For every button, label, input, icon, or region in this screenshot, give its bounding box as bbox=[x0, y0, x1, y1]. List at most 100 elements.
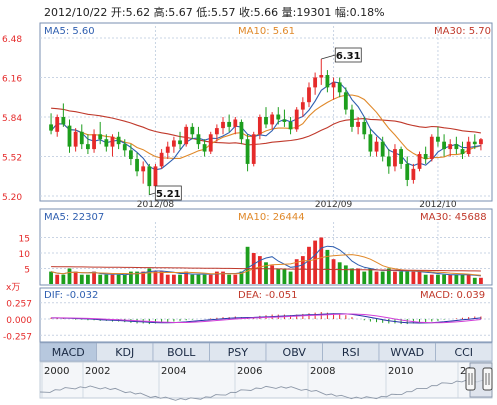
candle bbox=[141, 161, 146, 184]
timeline-right-handle-icon[interactable] bbox=[482, 367, 493, 391]
volume-bar bbox=[227, 274, 232, 284]
candle-body bbox=[178, 140, 182, 145]
candle-body bbox=[399, 149, 404, 164]
price-x-tick: 2012/09 bbox=[315, 200, 353, 210]
macd-dea-legend: DEA: -0.051 bbox=[238, 290, 297, 301]
callout-box bbox=[154, 185, 182, 201]
tab-label[interactable]: KDJ bbox=[115, 346, 134, 359]
price-ma5-legend: MA5: 5.60 bbox=[44, 26, 95, 37]
candle bbox=[73, 128, 78, 152]
volume-bar bbox=[270, 265, 275, 284]
tab-label[interactable]: WVAD bbox=[390, 346, 424, 359]
timeline-navigator[interactable] bbox=[39, 361, 493, 399]
candle bbox=[147, 163, 152, 195]
tab-wvad[interactable]: WVAD bbox=[378, 342, 436, 362]
handle-grip[interactable] bbox=[482, 367, 493, 391]
timeline-left-handle-icon[interactable] bbox=[465, 367, 476, 391]
tab-kdj[interactable]: KDJ bbox=[96, 342, 154, 362]
candle bbox=[429, 134, 434, 162]
candle bbox=[448, 139, 453, 157]
candle-body bbox=[307, 87, 311, 103]
tab-label[interactable]: RSI bbox=[342, 346, 360, 359]
candle-body bbox=[405, 163, 410, 180]
candle-body bbox=[165, 146, 170, 153]
candle bbox=[405, 156, 410, 187]
candle bbox=[276, 107, 281, 125]
volume-bar bbox=[171, 274, 176, 284]
volume-bar bbox=[442, 274, 446, 284]
candle-body bbox=[325, 75, 330, 88]
candle-body bbox=[251, 134, 256, 164]
candle-body bbox=[331, 82, 336, 88]
candle-body bbox=[257, 117, 262, 135]
candle bbox=[86, 134, 90, 155]
candle bbox=[282, 109, 287, 127]
callout-box bbox=[334, 47, 362, 63]
candle bbox=[442, 134, 446, 157]
tab-label[interactable]: MACD bbox=[52, 346, 85, 359]
candle-body bbox=[411, 168, 416, 180]
candle-body bbox=[79, 131, 84, 145]
tab-obv[interactable]: OBV bbox=[265, 342, 323, 362]
tab-cci[interactable]: CCI bbox=[435, 342, 493, 362]
volume-bar bbox=[319, 237, 324, 284]
timeline-year-label: 2010 bbox=[388, 366, 413, 377]
callout-leader bbox=[321, 54, 336, 60]
volume-bar bbox=[92, 271, 96, 284]
volume-bar bbox=[135, 271, 139, 284]
volume-bar bbox=[128, 271, 133, 284]
candle bbox=[116, 131, 121, 150]
candle bbox=[313, 72, 318, 95]
candle bbox=[350, 104, 354, 132]
tab-background[interactable] bbox=[435, 342, 493, 362]
candle bbox=[245, 134, 250, 172]
candle bbox=[251, 131, 256, 167]
candle bbox=[300, 97, 305, 117]
tab-macd[interactable]: MACD bbox=[39, 342, 97, 362]
volume-bar bbox=[264, 262, 268, 284]
candle-body bbox=[122, 144, 127, 151]
candle-body bbox=[55, 117, 60, 132]
candle bbox=[393, 144, 397, 172]
candle bbox=[454, 136, 459, 155]
candle bbox=[417, 151, 422, 172]
candle-body bbox=[245, 139, 250, 164]
tab-label[interactable]: PSY bbox=[228, 346, 249, 359]
candle bbox=[49, 113, 53, 135]
high-price-callout: 6.31 bbox=[336, 51, 361, 62]
volume-bar bbox=[184, 271, 189, 284]
volume-bar bbox=[399, 271, 404, 284]
tab-boll[interactable]: BOLL bbox=[152, 342, 210, 362]
candle bbox=[356, 117, 361, 135]
candle bbox=[159, 149, 164, 169]
volume-ma10-legend: MA10: 26444 bbox=[238, 212, 305, 223]
tab-label[interactable]: CCI bbox=[454, 346, 473, 359]
tab-rsi[interactable]: RSI bbox=[322, 342, 380, 362]
volume-bar bbox=[110, 274, 115, 284]
macd-dea-line bbox=[51, 313, 481, 324]
volume-bar bbox=[337, 262, 342, 284]
candle bbox=[257, 114, 262, 140]
candle bbox=[196, 126, 201, 150]
volume-bar bbox=[288, 271, 293, 284]
candle bbox=[92, 129, 96, 153]
tab-label[interactable]: OBV bbox=[283, 346, 307, 359]
candle-body bbox=[208, 134, 213, 152]
candle bbox=[135, 152, 139, 177]
candle-body bbox=[104, 139, 109, 147]
tab-psy[interactable]: PSY bbox=[209, 342, 267, 362]
candle bbox=[122, 139, 127, 157]
volume-bar bbox=[116, 274, 121, 284]
tab-label[interactable]: BOLL bbox=[167, 346, 196, 359]
candle-body bbox=[49, 124, 53, 131]
volume-y-tick: 10 bbox=[19, 250, 31, 260]
candle bbox=[294, 107, 299, 132]
handle-grip[interactable] bbox=[465, 367, 476, 391]
volume-bar bbox=[98, 274, 103, 284]
price-y-tick: 5.84 bbox=[2, 114, 22, 124]
candle bbox=[331, 77, 336, 100]
macd-y-tick: -0.257 bbox=[3, 332, 32, 342]
volume-bar bbox=[141, 271, 146, 284]
price-x-tick: 2012/08 bbox=[137, 200, 175, 210]
candle bbox=[214, 124, 219, 142]
